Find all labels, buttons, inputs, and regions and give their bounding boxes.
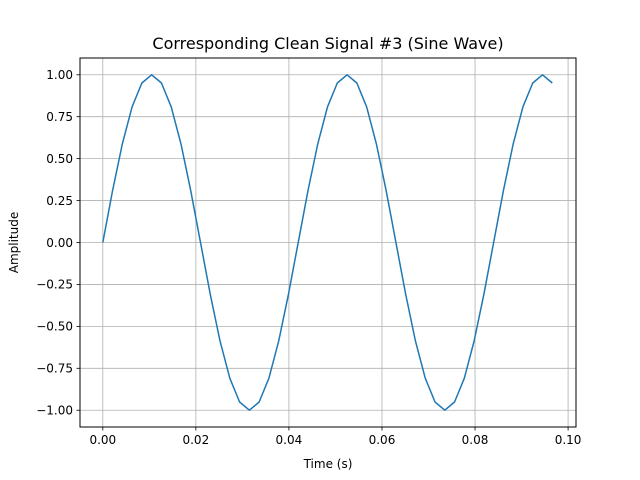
y-tick-label: 1.00 bbox=[46, 68, 73, 82]
axis-ticks: 0.00 0.02 0.04 0.06 0.08 0.10 −1.00 −0.75 −0.50 −… bbox=[36, 68, 581, 447]
y-tick-label: 0.50 bbox=[46, 152, 73, 166]
sine-wave-line bbox=[102, 74, 553, 411]
y-tick-label: −0.50 bbox=[36, 320, 73, 334]
x-tick-label: 0.02 bbox=[182, 433, 209, 447]
x-tick-label: 0.04 bbox=[276, 433, 303, 447]
x-tick-label: 0.00 bbox=[89, 433, 116, 447]
y-tick-label: −0.25 bbox=[36, 278, 73, 292]
y-tick-label: 0.00 bbox=[46, 236, 73, 250]
y-tick-label: −0.75 bbox=[36, 362, 73, 376]
y-axis-label: Amplitude bbox=[7, 212, 21, 274]
chart-title: Corresponding Clean Signal #3 (Sine Wave… bbox=[152, 34, 503, 53]
y-tick-label: 0.75 bbox=[46, 110, 73, 124]
y-tick-label: −1.00 bbox=[36, 404, 73, 418]
x-tick-label: 0.10 bbox=[555, 433, 582, 447]
x-tick-label: 0.08 bbox=[462, 433, 489, 447]
x-tick-label: 0.06 bbox=[369, 433, 396, 447]
x-axis-label: Time (s) bbox=[303, 457, 353, 471]
grid bbox=[80, 58, 576, 427]
y-tick-label: 0.25 bbox=[46, 194, 73, 208]
plot-series bbox=[102, 74, 553, 411]
